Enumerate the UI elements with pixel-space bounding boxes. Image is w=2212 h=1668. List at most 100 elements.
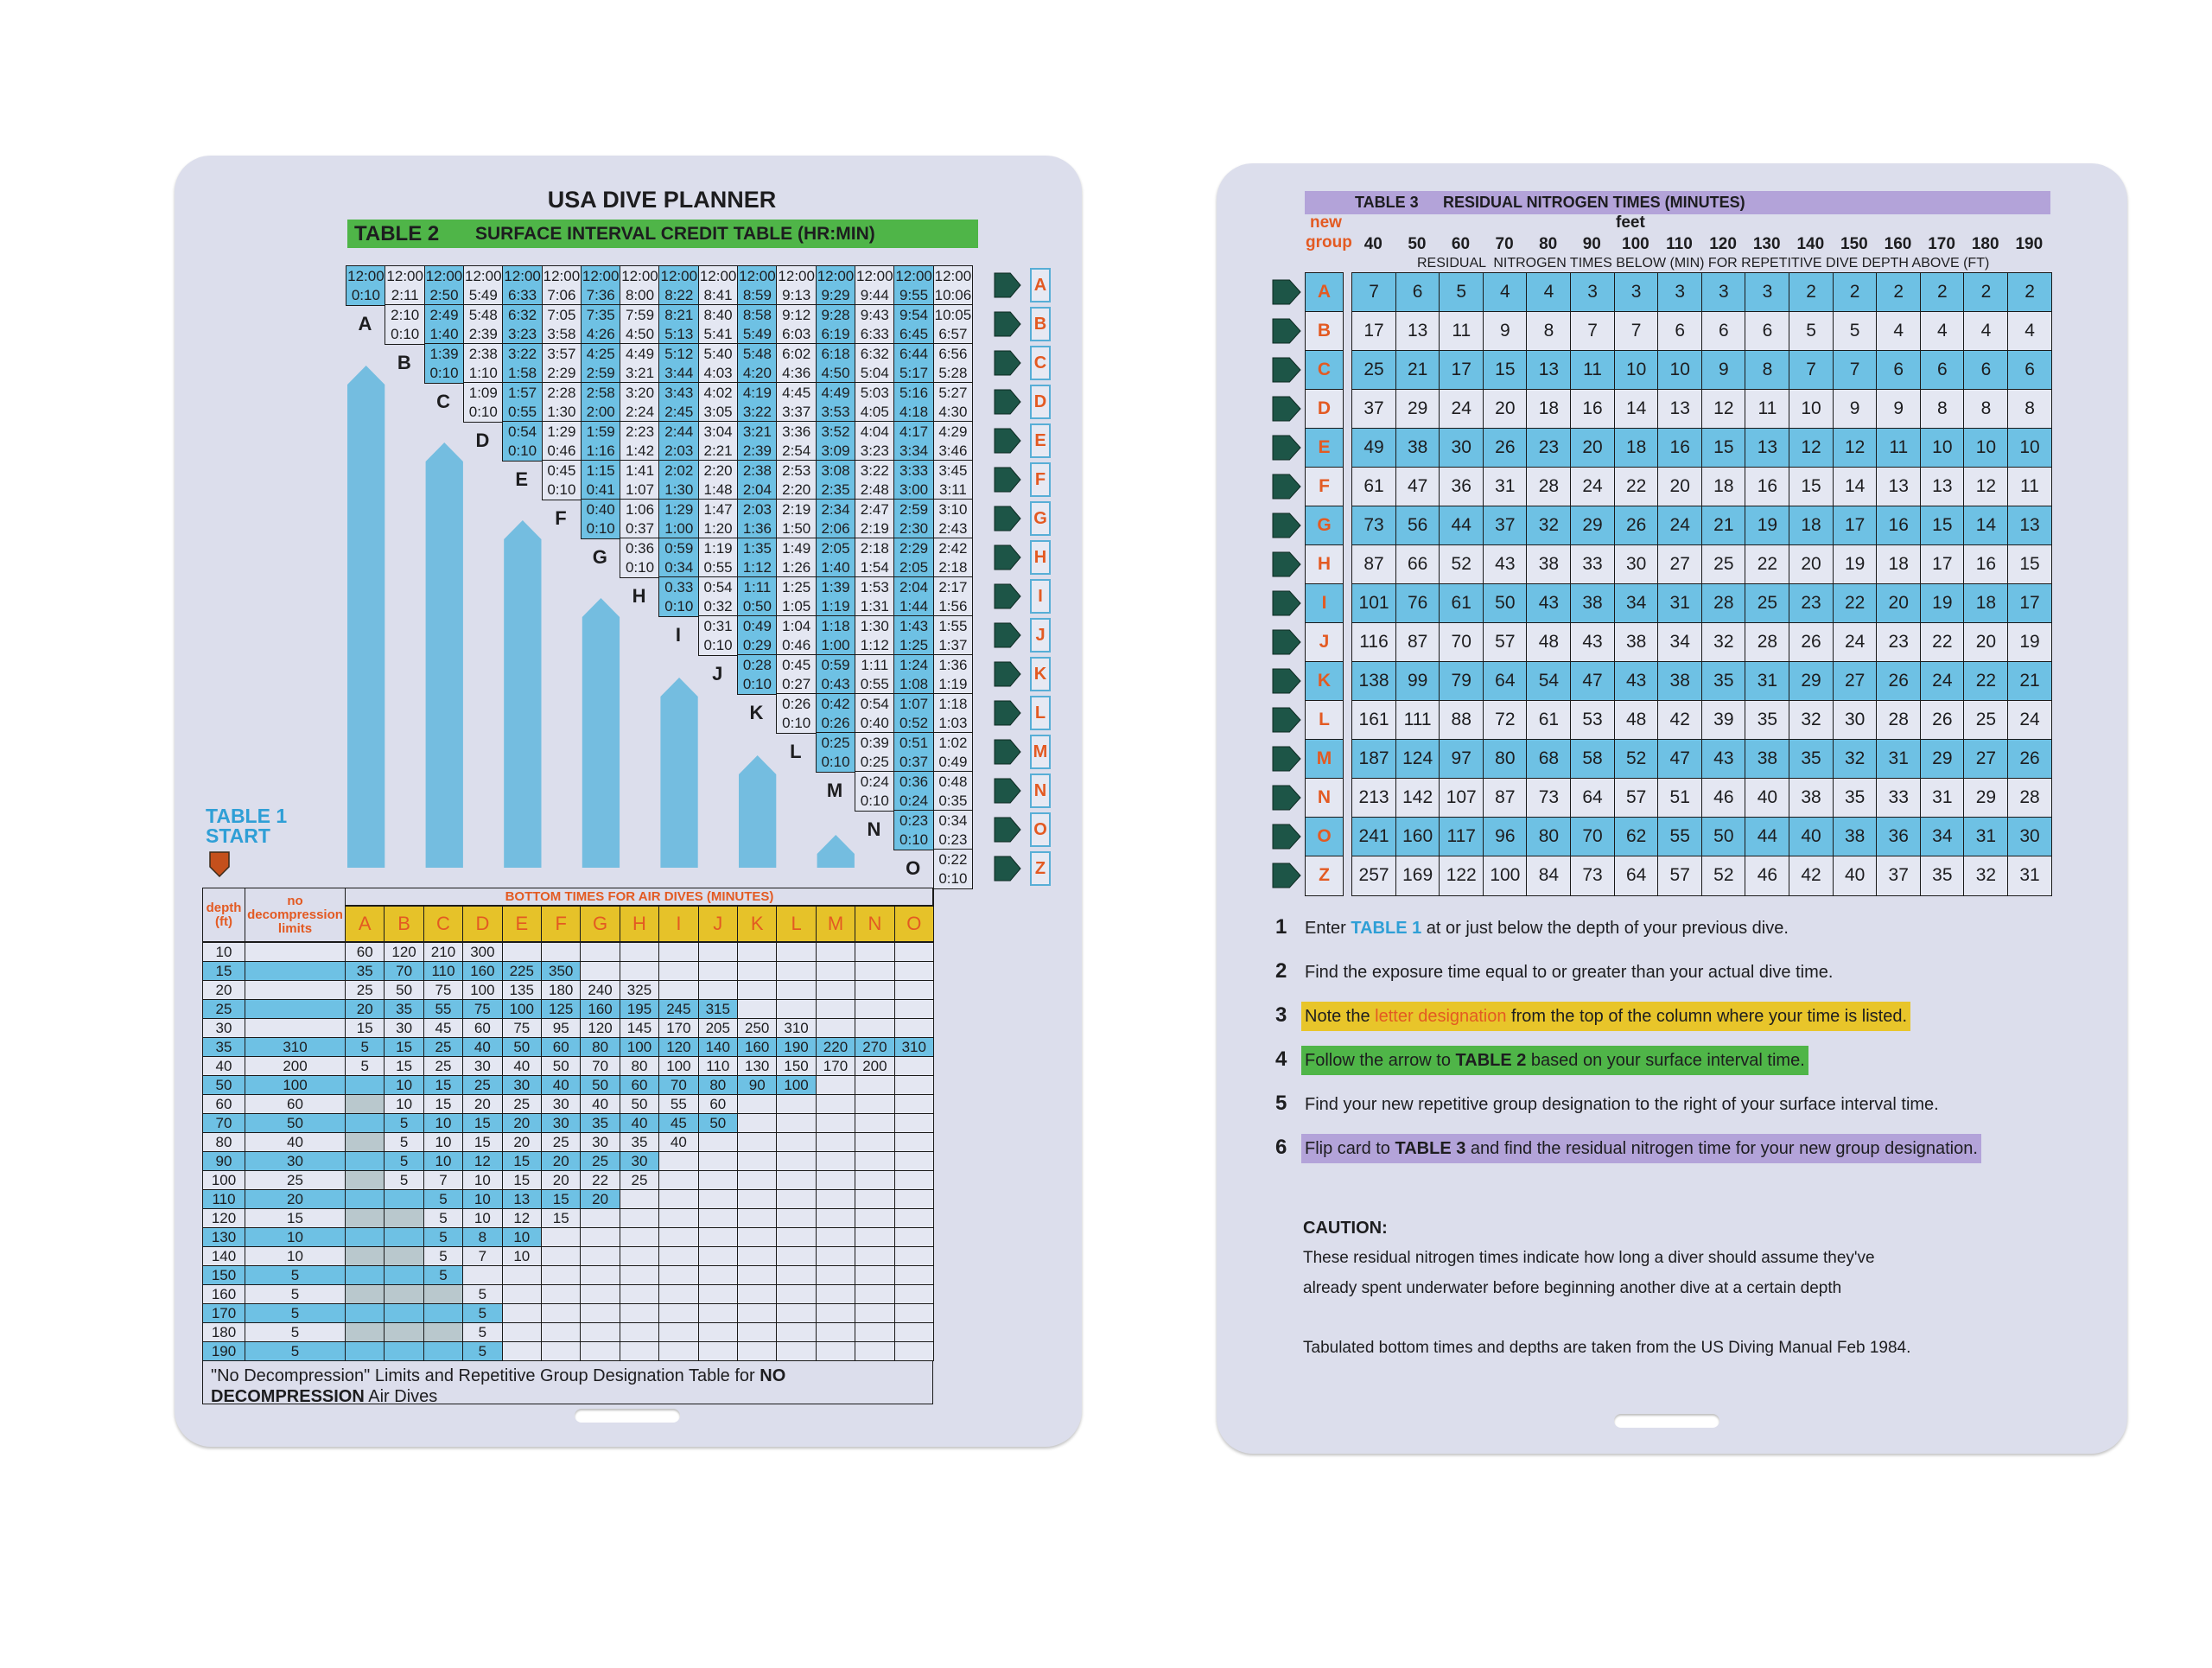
- interval-min-time: 8:41: [703, 286, 733, 303]
- surface-interval-cell: 12:00 7:36: [580, 265, 621, 306]
- bottom-time-cell: [855, 1227, 895, 1247]
- bottom-time-cell: [384, 1341, 424, 1361]
- residual-time-cell: 37: [1351, 389, 1397, 430]
- residual-time-cell: 11: [1745, 389, 1790, 430]
- interval-min-time: 0:40: [860, 714, 889, 731]
- bottom-time-cell: [855, 1094, 895, 1114]
- bottom-time-cell: 140: [697, 1037, 738, 1057]
- bottom-time-cell: [501, 1341, 542, 1361]
- interval-min-time: 2:59: [586, 364, 615, 381]
- residual-time-cell: 10: [1919, 428, 1965, 468]
- bottom-time-cell: [737, 961, 778, 981]
- residual-time-cell: 13: [1657, 389, 1703, 430]
- surface-interval-cell: 2:17 1:56: [932, 576, 974, 617]
- interval-min-time: 0:25: [860, 753, 889, 770]
- surface-interval-cell: 2:58 2:00: [580, 382, 621, 423]
- bottom-time-cell: [345, 1132, 385, 1152]
- bottom-time-cell: [815, 1322, 856, 1342]
- new-group-label: M: [1030, 735, 1051, 769]
- residual-time-cell: 107: [1439, 778, 1484, 818]
- bottom-time-cell: 5: [462, 1303, 503, 1323]
- surface-interval-cell: 6:44 5:17: [893, 343, 934, 384]
- interval-min-time: 0:10: [351, 286, 380, 303]
- bottom-time-cell: [658, 1246, 699, 1266]
- new-group-label: E: [1030, 423, 1051, 458]
- card-slot: [1614, 1414, 1719, 1428]
- residual-time-cell: 111: [1395, 700, 1440, 741]
- start-group-label: F: [555, 507, 567, 529]
- bottom-time-cell: [815, 1132, 856, 1152]
- depth-cell: 20: [202, 980, 245, 1000]
- bottom-time-cell: [855, 1208, 895, 1228]
- interval-min-time: 6:03: [782, 325, 811, 342]
- step-text: at or just below the depth of your previ…: [1421, 919, 1789, 938]
- residual-time-cell: 33: [1570, 544, 1616, 585]
- bottom-time-cell: 80: [580, 1037, 620, 1057]
- residual-time-cell: 46: [1700, 778, 1746, 818]
- interval-max-time: 1:02: [938, 734, 968, 751]
- residual-time-cell: 13: [1919, 467, 1965, 507]
- bottom-time-cell: 15: [462, 1132, 503, 1152]
- interval-max-time: 3:45: [938, 462, 968, 479]
- bottom-time-cell: 15: [384, 1056, 424, 1076]
- bottom-time-cell: [658, 1189, 699, 1209]
- residual-time-cell: 31: [2007, 856, 2053, 896]
- residual-time-cell: 3: [1700, 272, 1746, 313]
- residual-time-cell: 16: [1570, 389, 1616, 430]
- residual-time-cell: 27: [1963, 739, 2009, 780]
- residual-time-cell: 15: [1789, 467, 1834, 507]
- interval-min-time: 2:03: [664, 442, 694, 459]
- interval-min-time: 1:42: [625, 442, 655, 459]
- surface-interval-cell: 1:07 0:52: [893, 693, 934, 734]
- surface-interval-cell: 3:43 2:45: [658, 382, 700, 423]
- start-group-label: L: [790, 741, 802, 762]
- caution-title: CAUTION:: [1303, 1219, 1388, 1238]
- residual-time-cell: 42: [1657, 700, 1703, 741]
- interval-max-time: 4:49: [625, 345, 655, 362]
- surface-interval-cell: 12:00 8:41: [697, 265, 739, 306]
- interval-min-time: 1:44: [899, 597, 929, 614]
- bottom-time-cell: 310: [893, 1037, 934, 1057]
- residual-time-cell: 87: [1351, 544, 1397, 585]
- interval-min-time: 0:43: [821, 675, 850, 692]
- residual-time-cell: 24: [1832, 622, 1878, 663]
- interval-min-time: 0:10: [899, 831, 929, 848]
- bottom-time-cell: 12: [462, 1151, 503, 1171]
- bottom-time-cell: [619, 961, 660, 981]
- residual-time-cell: 20: [1482, 389, 1528, 430]
- interval-max-time: 12:00: [621, 267, 658, 284]
- surface-interval-cell: 5:27 4:30: [932, 382, 974, 423]
- bottom-time-cell: [855, 1303, 895, 1323]
- residual-time-cell: 42: [1789, 856, 1834, 896]
- depth-cell: 80: [202, 1132, 245, 1152]
- bottom-time-cell: [776, 1246, 817, 1266]
- surface-interval-cell: 8:40 5:41: [697, 304, 739, 345]
- interval-min-time: 1:07: [625, 481, 655, 498]
- residual-time-cell: 73: [1526, 778, 1572, 818]
- interval-min-time: 5:49: [742, 325, 772, 342]
- bottom-time-cell: [893, 1303, 934, 1323]
- bottom-time-cell: [580, 942, 620, 962]
- nodecomp-limit-cell: 25: [245, 1170, 346, 1190]
- step-number: 5: [1275, 1092, 1287, 1115]
- interval-min-time: 0:23: [938, 831, 968, 848]
- residual-time-cell: 11: [2007, 467, 2053, 507]
- bottom-time-cell: 25: [462, 1075, 503, 1095]
- bottom-time-cell: [384, 1208, 424, 1228]
- bottom-time-cell: [345, 1246, 385, 1266]
- bottom-time-cell: [737, 1208, 778, 1228]
- residual-time-cell: 29: [1570, 506, 1616, 546]
- residual-time-cell: 15: [1700, 428, 1746, 468]
- start-group-label: E: [515, 468, 529, 490]
- residual-time-cell: 15: [2007, 544, 2053, 585]
- surface-interval-cell: 5:16 4:18: [893, 382, 934, 423]
- interval-max-time: 2:34: [821, 500, 850, 518]
- interval-max-time: 1:19: [703, 539, 733, 557]
- residual-time-cell: 18: [1526, 389, 1572, 430]
- instruction-step: Follow the arrow to TABLE 2 based on you…: [1301, 1046, 1808, 1075]
- bottom-time-cell: [658, 1341, 699, 1361]
- bottom-time-cell: [815, 1170, 856, 1190]
- residual-time-cell: 50: [1482, 583, 1528, 624]
- residual-time-cell: 2: [1963, 272, 2009, 313]
- surface-interval-cell: 12:00 8:59: [737, 265, 778, 306]
